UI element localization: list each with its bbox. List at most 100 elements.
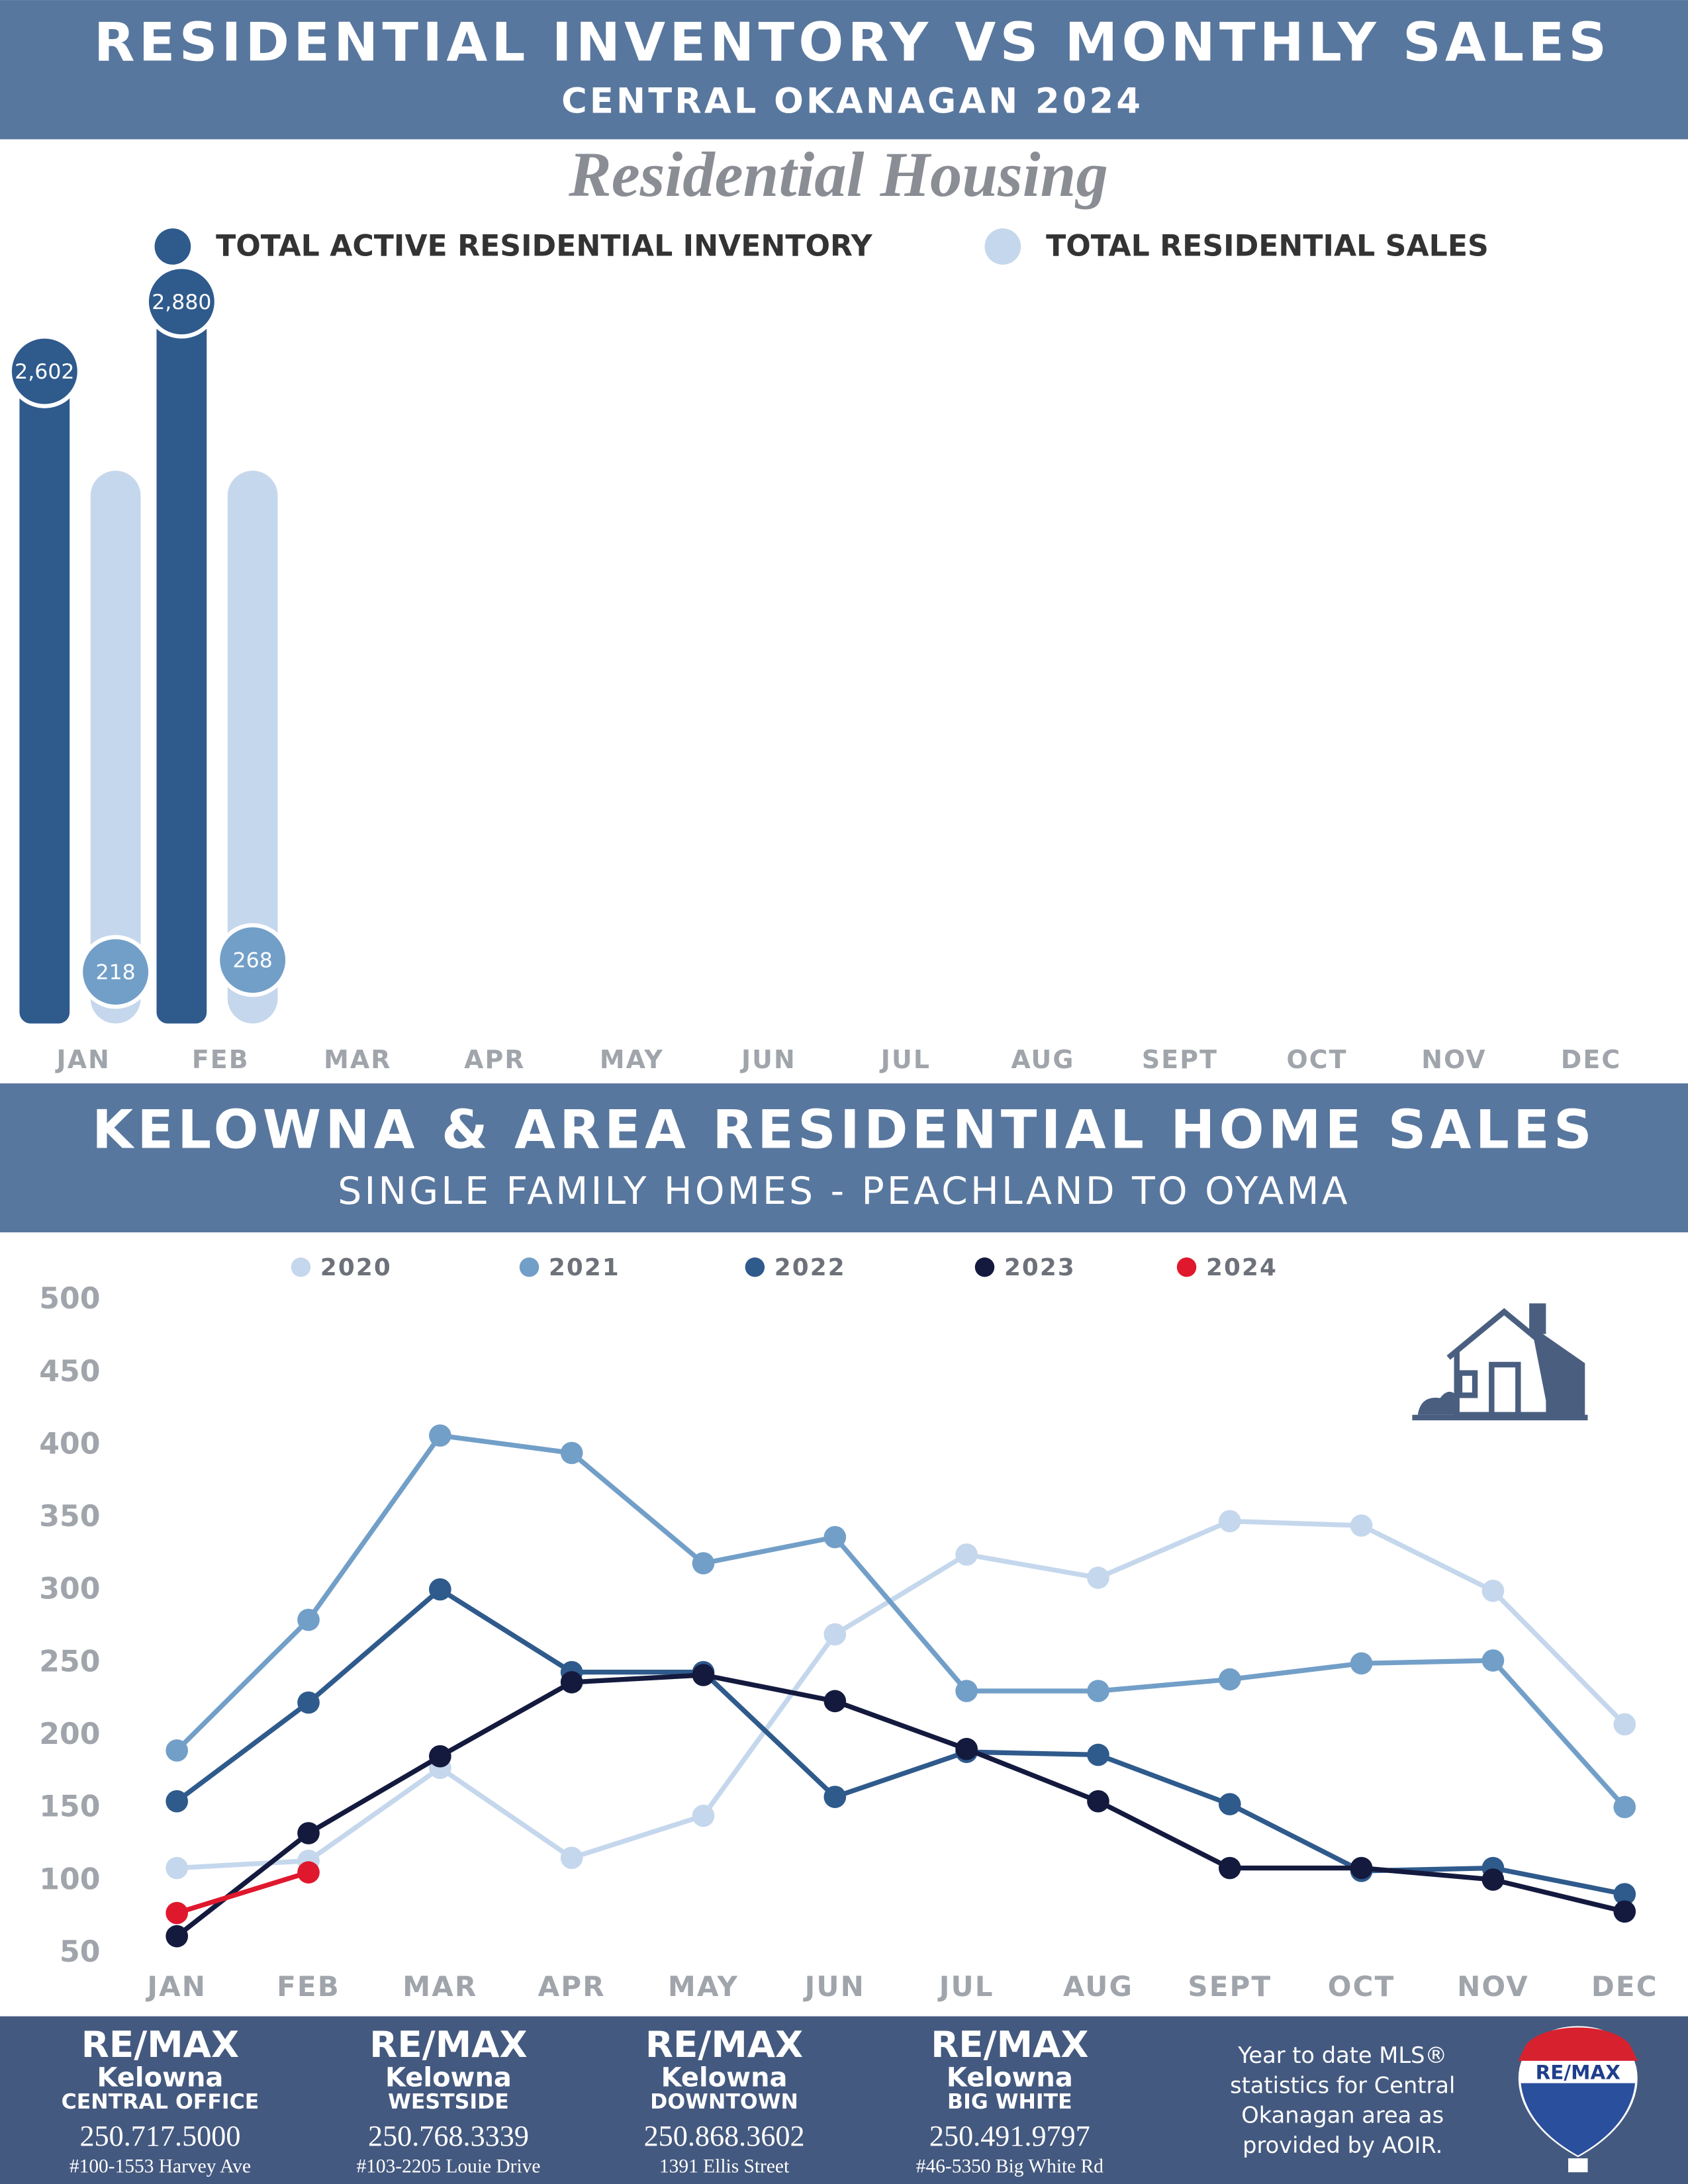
office-name: BIG WHITE [947, 2090, 1072, 2114]
chart-subtitle: CENTRAL OKANAGAN 2024 [561, 81, 1143, 121]
data-point [297, 1691, 320, 1714]
data-point [1087, 1567, 1109, 1589]
data-point [692, 1552, 715, 1574]
data-point [1218, 1793, 1241, 1815]
series-line [176, 1870, 310, 1916]
office-address: #100-1553 Harvey Ave [70, 2156, 251, 2177]
office-name: CENTRAL OFFICE [62, 2090, 259, 2114]
chart-subtitle: SINGLE FAMILY HOMES - PEACHLAND TO OYAMA [338, 1169, 1350, 1213]
legend-marker [984, 228, 1021, 265]
data-point [823, 1623, 847, 1646]
y-tick-label: 100 [39, 1862, 100, 1896]
data-point [560, 1671, 583, 1694]
legend-marker [519, 1257, 539, 1277]
data-point [1613, 1713, 1636, 1736]
data-point [823, 1690, 847, 1713]
series-line [175, 1586, 1625, 1897]
x-tick-label: NOV [1421, 1045, 1486, 1074]
x-tick-label: JAN [145, 1970, 207, 2003]
legend-label: 2024 [1206, 1254, 1278, 1281]
legend-marker [1176, 1257, 1197, 1277]
data-point [165, 1856, 189, 1880]
x-tick-label: MAY [668, 1970, 739, 2003]
bar [19, 371, 70, 1024]
office-brand: RE/MAX [81, 2023, 239, 2066]
data-label: 218 [96, 961, 136, 985]
data-label: 268 [233, 949, 273, 973]
footer-band [0, 2016, 1688, 2184]
x-tick-label: JAN [55, 1045, 111, 1074]
data-point [1218, 1856, 1241, 1880]
y-tick-label: 50 [60, 1935, 100, 1969]
x-tick-label: JUN [803, 1970, 865, 2003]
office-name: WESTSIDE [388, 2090, 509, 2114]
logo-text: RE/MAX [1536, 2061, 1621, 2083]
footnote: statistics for Central [1230, 2072, 1455, 2098]
office-city: Kelowna [947, 2062, 1073, 2093]
office-brand: RE/MAX [645, 2023, 803, 2066]
data-point [823, 1525, 847, 1549]
x-tick-label: OCT [1286, 1045, 1347, 1074]
data-point [560, 1441, 583, 1465]
data-point [1481, 1649, 1505, 1672]
y-tick-label: 450 [39, 1355, 100, 1388]
value-badge [7, 334, 82, 408]
data-point [165, 1925, 189, 1948]
office-city: Kelowna [385, 2062, 512, 2093]
section-heading: Residential Housing [568, 139, 1108, 210]
y-tick-label: 400 [39, 1427, 100, 1461]
x-tick-label: FEB [192, 1045, 250, 1074]
x-tick-label: AUG [1011, 1045, 1074, 1074]
bar-track [90, 471, 141, 1024]
footnote: Year to date MLS® [1237, 2042, 1447, 2068]
x-tick-label: JUL [879, 1045, 931, 1074]
office-address: 1391 Ellis Street [659, 2156, 789, 2177]
chart-title: RESIDENTIAL INVENTORY VS MONTHLY SALES [94, 11, 1611, 73]
legend-label: 2021 [549, 1254, 620, 1281]
data-point [1350, 1856, 1373, 1880]
x-tick-label: MAR [324, 1045, 391, 1074]
bar-point [78, 934, 153, 1009]
x-tick-label: OCT [1328, 1970, 1395, 2003]
series-line [175, 1672, 1626, 1938]
header-band [0, 0, 1688, 140]
data-point [429, 1424, 451, 1447]
office-name: DOWNTOWN [650, 2090, 798, 2114]
data-point [1218, 1510, 1241, 1533]
data-point [955, 1543, 978, 1566]
y-tick-label: 200 [39, 1717, 100, 1751]
office-address: #46-5350 Big White Rd [916, 2156, 1103, 2177]
data-point [1481, 1868, 1505, 1891]
footnote: provided by AOIR. [1243, 2132, 1442, 2158]
footnote: Okanagan area as [1241, 2103, 1444, 2128]
data-point [1350, 1514, 1373, 1537]
data-point [1613, 1796, 1636, 1819]
value-badge [144, 265, 219, 339]
y-tick-label: 500 [39, 1282, 100, 1316]
data-point [1087, 1680, 1109, 1702]
y-tick-label: 150 [39, 1790, 100, 1824]
bar-track [227, 471, 278, 1024]
data-point [297, 1608, 320, 1631]
x-tick-label: NOV [1457, 1970, 1529, 2003]
y-tick-label: 300 [39, 1572, 100, 1606]
y-tick-label: 250 [39, 1645, 100, 1678]
office-address: #103-2205 Louie Drive [356, 2156, 540, 2177]
x-tick-label: MAY [600, 1045, 664, 1074]
office-brand: RE/MAX [931, 2023, 1088, 2066]
x-tick-label: APR [538, 1970, 606, 2003]
x-tick-label: MAR [402, 1970, 477, 2003]
office-phone: 250.768.3339 [368, 2120, 529, 2152]
office-city: Kelowna [661, 2062, 788, 2093]
x-tick-label: JUL [937, 1970, 994, 2003]
data-point [1218, 1668, 1241, 1691]
data-point [1481, 1579, 1505, 1602]
data-label: 2,880 [152, 291, 211, 314]
series-line [175, 1433, 1627, 1809]
data-point [823, 1786, 847, 1808]
legend-marker [154, 228, 191, 265]
data-point [165, 1790, 189, 1813]
data-point [429, 1578, 451, 1601]
data-point [1613, 1900, 1636, 1923]
